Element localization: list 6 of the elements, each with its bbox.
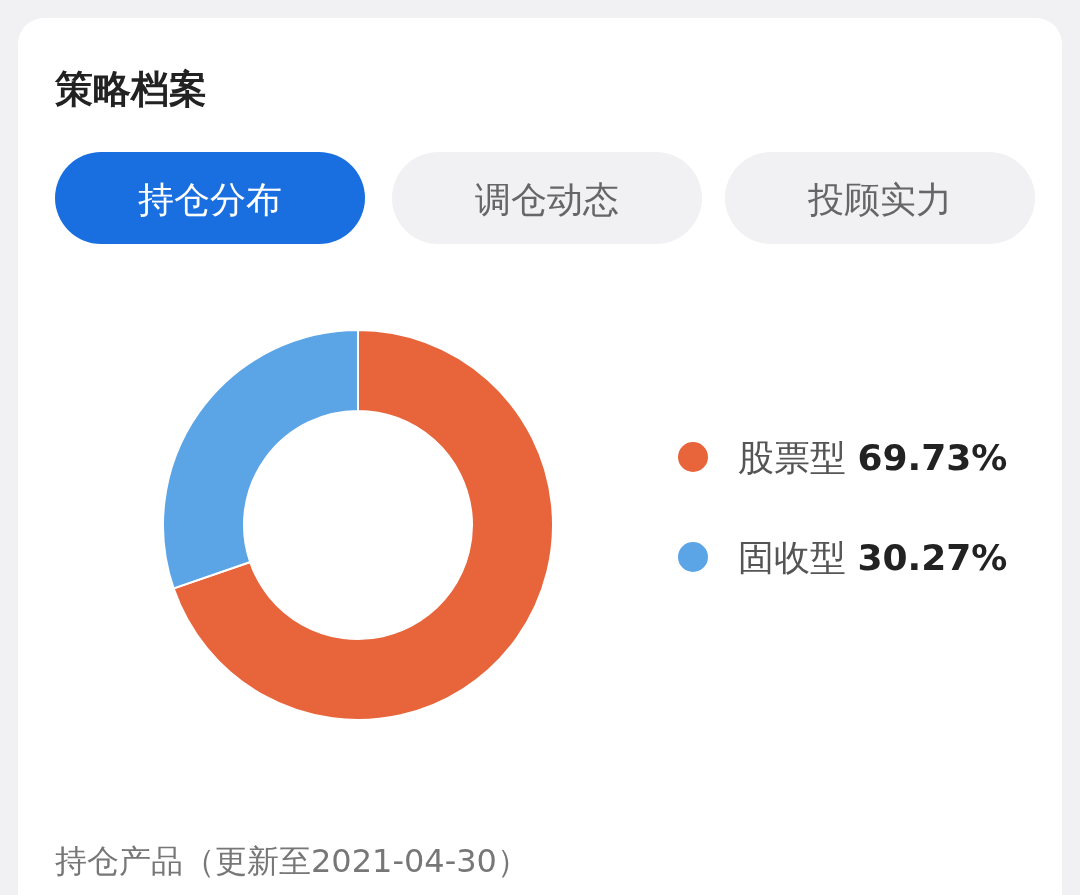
chart-title: 策略档案 <box>54 67 207 111</box>
text: 持仓产品（更新至2021-04-30） <box>55 842 529 880</box>
legend-label: 股票型 <box>738 437 858 478</box>
data-label: 30.27% <box>857 537 1008 578</box>
data-label: 69.73% <box>857 437 1008 478</box>
legend-label: 固收型 <box>738 537 858 578</box>
